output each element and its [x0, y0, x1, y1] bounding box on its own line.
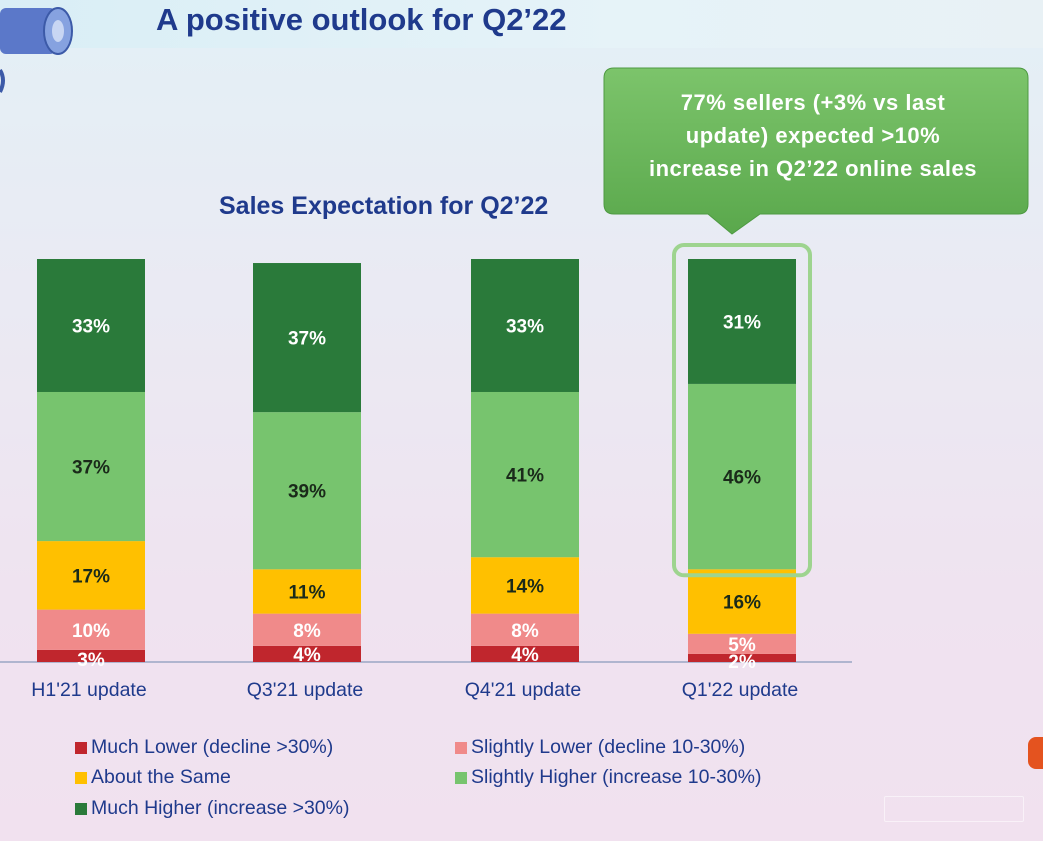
data-label: 3%	[77, 650, 105, 671]
legend-swatch	[455, 771, 467, 784]
legend-label: Much Lower (decline >30%)	[91, 736, 334, 758]
data-label: 17%	[72, 566, 110, 587]
data-label: 14%	[506, 576, 544, 597]
legend-item: About the Same	[75, 766, 231, 789]
data-label: 2%	[728, 652, 756, 673]
bar-segment	[471, 613, 579, 646]
chart-title: Sales Expectation for Q2’22	[219, 192, 549, 220]
data-label: 5%	[728, 635, 756, 656]
legend-swatch	[75, 741, 87, 754]
bar-segment	[37, 609, 145, 650]
bar-segment	[37, 541, 145, 610]
watermark-box	[884, 796, 1024, 822]
callout-bubble	[603, 67, 1029, 235]
bar-segment	[471, 645, 579, 662]
data-label: 41%	[506, 466, 544, 487]
data-label: 10%	[72, 621, 110, 642]
data-label: 39%	[288, 482, 326, 503]
bar-segment	[253, 645, 361, 662]
bar-segment	[253, 613, 361, 646]
data-label: 4%	[511, 645, 539, 666]
bar-segment	[688, 569, 796, 634]
data-label: 16%	[723, 593, 761, 614]
telescope-icon	[0, 7, 73, 93]
legend-item: Much Lower (decline >30%)	[75, 736, 333, 759]
x-tick-label: H1'21 update	[31, 679, 146, 701]
bar-segment	[253, 263, 361, 413]
data-label: 11%	[289, 582, 326, 603]
legend-swatch	[75, 771, 87, 784]
data-label: 37%	[288, 329, 326, 350]
bar-segment	[688, 383, 796, 570]
bar-segment	[253, 412, 361, 570]
bar-segment	[253, 569, 361, 614]
legend-label: Slightly Higher (increase 10-30%)	[471, 766, 762, 788]
callout-text: 77% sellers (+3% vs last update) expecte…	[608, 86, 1018, 185]
bar-segment	[37, 649, 145, 662]
header-band	[0, 0, 1043, 48]
data-label: 8%	[293, 621, 321, 642]
legend-swatch	[455, 741, 467, 754]
x-tick-label: Q4'21 update	[465, 679, 582, 701]
x-tick-label: Q1'22 update	[682, 679, 799, 701]
bar-segment	[688, 653, 796, 662]
legend-label: About the Same	[91, 766, 231, 788]
bar-segment	[688, 633, 796, 654]
legend-item: Slightly Lower (decline 10-30%)	[455, 736, 745, 759]
page-title: A positive outlook for Q2’22	[156, 2, 567, 37]
legend-swatch	[75, 802, 87, 815]
data-label: 8%	[511, 621, 539, 642]
stacked-bar-chart: 3% 10% 17% 37% 33% H1'21 update 4% 8% 11% 39% 37% Q…	[0, 243, 852, 701]
legend-label: Much Higher (increase >30%)	[91, 797, 350, 819]
x-tick-label: Q3'21 update	[247, 679, 364, 701]
legend-label: Slightly Lower (decline 10-30%)	[471, 736, 746, 758]
bar-segment	[37, 391, 145, 542]
data-label: 4%	[293, 645, 321, 666]
bar-segment	[688, 259, 796, 384]
data-label: 33%	[72, 316, 110, 337]
data-label: 46%	[723, 468, 761, 489]
legend-item: Much Higher (increase >30%)	[75, 797, 350, 820]
data-label: 33%	[506, 316, 544, 337]
bar-segment	[471, 557, 579, 614]
data-label: 37%	[72, 458, 110, 479]
bar-segment	[37, 259, 145, 392]
bar-segment	[471, 391, 579, 558]
callout-line-3: increase in Q2’22 online sales	[648, 156, 978, 181]
brand-logo-icon	[1028, 737, 1043, 769]
legend-item: Slightly Higher (increase 10-30%)	[455, 766, 761, 789]
highlight-frame	[672, 243, 812, 578]
bar-segment	[471, 259, 579, 392]
callout-line-2: update) expected >10%	[685, 123, 941, 148]
callout-line-1: 77% sellers (+3% vs last	[680, 90, 946, 115]
data-label: 31%	[723, 312, 761, 333]
